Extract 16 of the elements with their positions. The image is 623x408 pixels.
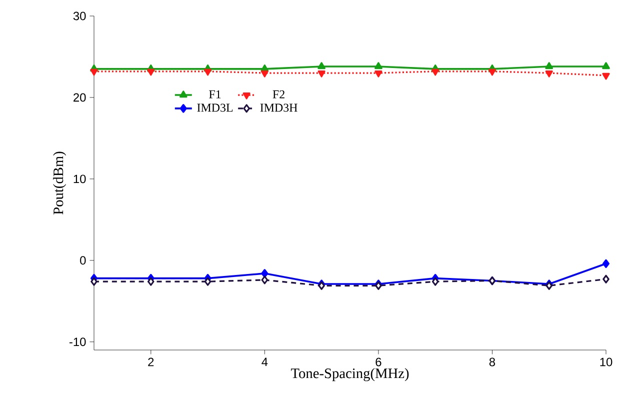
y-axis-title: Pout(dBm): [53, 152, 66, 214]
y-tick-label: 10: [74, 174, 86, 184]
legend-label: F1: [209, 90, 221, 98]
legend-label: IMD3L: [197, 104, 233, 112]
x-axis-title: Tone-Spacing(MHz): [291, 368, 409, 382]
x-tick-label: 4: [262, 358, 268, 366]
x-tick-label: 2: [148, 358, 154, 366]
legend-label: F2: [272, 90, 284, 98]
x-tick-label: 8: [489, 358, 496, 366]
y-tick-label: 0: [80, 256, 86, 265]
legend-label: IMD3H: [260, 104, 298, 112]
y-tick-label: 20: [74, 93, 86, 102]
y-tick-label: -10: [69, 338, 86, 346]
y-tick-label: 30: [73, 12, 86, 20]
x-tick-label: 10: [600, 358, 612, 366]
x-tick-label: 6: [376, 358, 382, 366]
